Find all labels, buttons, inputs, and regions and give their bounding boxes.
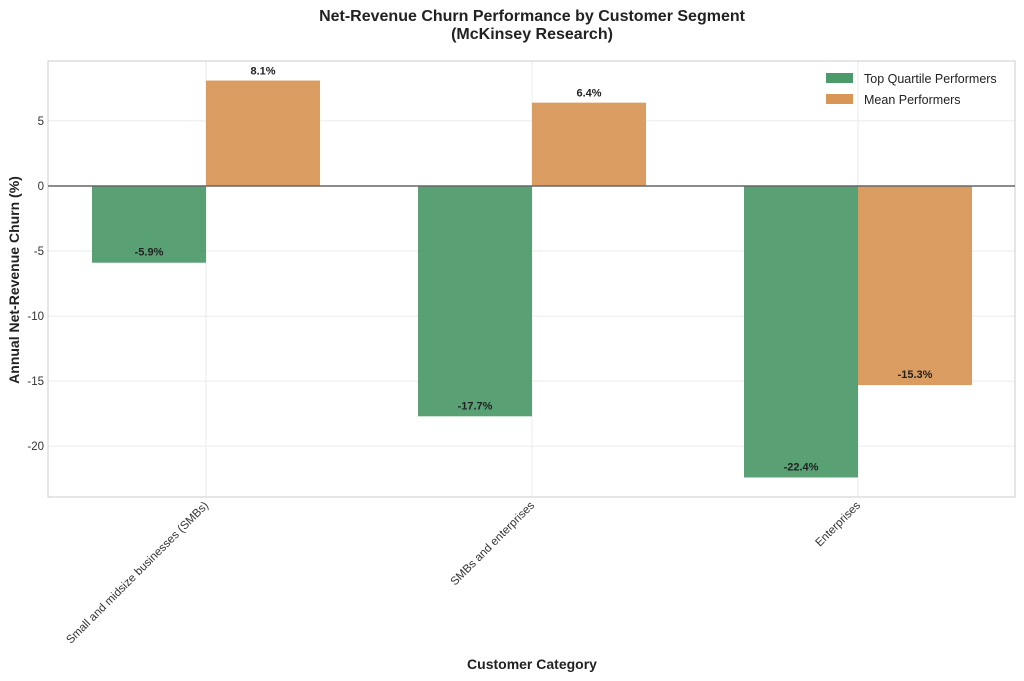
bar-top-quartile-1 — [418, 185, 532, 417]
bar-mean-1 — [532, 102, 646, 186]
chart-title: Net-Revenue Churn Performance by Custome… — [319, 8, 746, 25]
bar-top-quartile-0 — [92, 185, 206, 263]
bars-layer — [92, 80, 972, 478]
y-axis-label: Annual Net-Revenue Churn (%) — [6, 176, 22, 384]
x-tick-label: Small and midsize businesses (SMBs) — [64, 500, 211, 647]
x-axis-ticks: Small and midsize businesses (SMBs) SMBs … — [64, 499, 863, 646]
bar-mean-2 — [858, 185, 972, 386]
y-tick-label: 0 — [38, 181, 44, 193]
x-tick-label: Enterprises — [814, 499, 864, 549]
legend: Top Quartile Performers Mean Performers — [826, 72, 997, 107]
data-label-top-quartile-0: -5.9% — [135, 247, 164, 259]
x-axis-label: Customer Category — [467, 656, 597, 672]
y-tick-label: -10 — [27, 311, 44, 323]
data-label-top-quartile-2: -22.4% — [784, 461, 819, 473]
data-label-mean-0: 8.1% — [250, 66, 275, 78]
y-tick-label: -20 — [27, 441, 44, 453]
legend-label-top-quartile: Top Quartile Performers — [864, 72, 997, 86]
data-label-top-quartile-1: -17.7% — [458, 400, 493, 412]
y-tick-label: 5 — [38, 116, 44, 128]
plot-area — [47, 60, 1016, 498]
y-tick-label: -5 — [34, 246, 44, 258]
chart-subtitle: (McKinsey Research) — [451, 26, 613, 43]
y-axis-ticks: 5 0 -5 -10 -15 -20 — [27, 116, 44, 453]
x-tick-label: SMBs and enterprises — [449, 499, 538, 588]
legend-swatch-top-quartile — [826, 73, 853, 83]
data-label-mean-2: -15.3% — [898, 369, 933, 381]
data-labels-layer: -5.9% -17.7% -22.4% 8.1% 6.4% -15.3% — [135, 66, 933, 474]
y-tick-label: -15 — [27, 376, 44, 388]
bar-top-quartile-2 — [744, 185, 858, 478]
legend-swatch-mean — [826, 94, 853, 104]
legend-label-mean: Mean Performers — [864, 93, 961, 107]
data-label-mean-1: 6.4% — [576, 88, 601, 100]
bar-mean-0 — [206, 80, 320, 186]
